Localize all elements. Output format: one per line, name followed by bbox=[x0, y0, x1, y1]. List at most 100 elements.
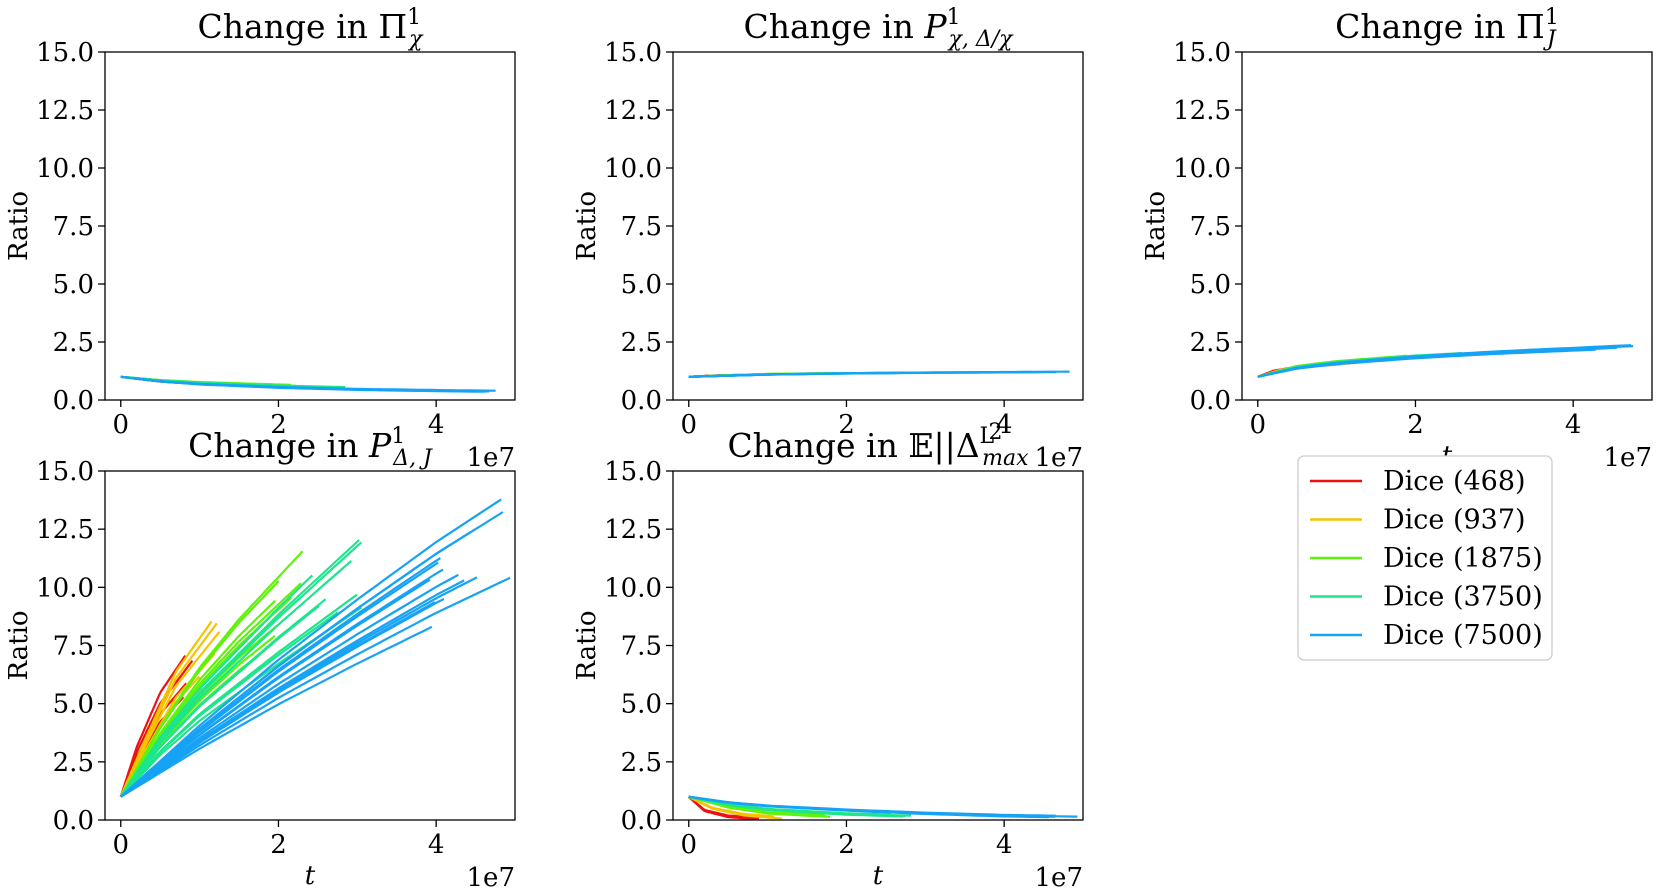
y-tick-label: 0.0 bbox=[621, 386, 662, 416]
series-line-dice-7500--3 bbox=[1257, 344, 1632, 378]
y-tick-label: 5.0 bbox=[621, 270, 662, 300]
series-line-dice-7500--13 bbox=[120, 498, 502, 798]
y-tick-label: 5.0 bbox=[1190, 270, 1231, 300]
x-multiplier: 1e7 bbox=[1035, 443, 1083, 473]
panel-5: 0.0 2.5 5.0 7.5 10.0 12.5 15.0 0 2 4 1e7 Ratio t Chan… bbox=[572, 420, 1084, 893]
series-line-dice-1875--3 bbox=[688, 795, 831, 818]
panel-title: Change in Π1 J bbox=[1335, 5, 1559, 52]
y-tick-label: 15.0 bbox=[36, 38, 94, 68]
series-line-dice-3750--5 bbox=[119, 560, 353, 798]
y-tick-label: 7.5 bbox=[1190, 212, 1231, 242]
x-tick-label: 4 bbox=[1565, 410, 1582, 440]
y-axis-label: Ratio bbox=[1141, 191, 1171, 261]
x-multiplier: 1e7 bbox=[1035, 863, 1083, 893]
series-line-dice-7500--5 bbox=[120, 579, 465, 798]
y-tick-label: 7.5 bbox=[53, 212, 94, 242]
x-tick-label: 4 bbox=[428, 830, 445, 860]
panel-title: Change in 𝔼||ΔL max2 bbox=[727, 420, 1029, 471]
y-tick-label: 2.5 bbox=[621, 748, 662, 778]
y-tick-label: 2.5 bbox=[1190, 328, 1231, 358]
x-axis-label: t bbox=[873, 861, 884, 891]
panel-title: Change in Π1 χ bbox=[198, 5, 425, 52]
legend: Dice (468) Dice (937) Dice (1875) Dice (375… bbox=[1297, 455, 1553, 661]
series-line-dice-468--3 bbox=[688, 795, 756, 820]
series-line-dice-1875--5 bbox=[119, 600, 276, 798]
axes-frame bbox=[104, 51, 516, 401]
series-group bbox=[688, 370, 1070, 378]
series-line-dice-7500--3 bbox=[688, 370, 1070, 378]
series-line-dice-7500--0 bbox=[120, 625, 433, 798]
panel-2: 0.0 2.5 5.0 7.5 10.0 12.5 15.0 0 2 4 1e7 Ratio Chang… bbox=[572, 5, 1084, 473]
panel-title: Change in P1 Δ, J bbox=[188, 424, 433, 471]
y-tick-label: 0.0 bbox=[621, 806, 662, 836]
y-tick-label: 12.5 bbox=[604, 515, 662, 545]
y-tick-label: 10.0 bbox=[36, 573, 94, 603]
series-line-dice-468--2 bbox=[119, 660, 194, 798]
x-tick-label: 0 bbox=[680, 830, 697, 860]
x-tick-label: 0 bbox=[112, 830, 129, 860]
y-axis-label: Ratio bbox=[4, 610, 34, 680]
y-tick-label: 15.0 bbox=[36, 457, 94, 487]
series-line-dice-7500--8 bbox=[120, 578, 431, 798]
series-group bbox=[120, 375, 496, 393]
panel-4: 0.0 2.5 5.0 7.5 10.0 12.5 15.0 0 2 4 1e7 Ratio t Chan… bbox=[4, 424, 516, 893]
y-tick-label: 5.0 bbox=[621, 690, 662, 720]
legend-label: Dice (468) bbox=[1383, 466, 1526, 497]
y-tick-label: 10.0 bbox=[1173, 154, 1231, 184]
series-line-dice-937--5 bbox=[119, 620, 213, 798]
legend-label: Dice (937) bbox=[1383, 505, 1526, 536]
series-line-dice-3750--7 bbox=[119, 539, 360, 798]
panel-3: 0.02.55.07.510.012.515.00241e7RatiotChan… bbox=[1141, 5, 1653, 473]
panel-title: Change in P1 χ, Δ/χ bbox=[743, 5, 1014, 52]
x-multiplier: 1e7 bbox=[467, 863, 515, 893]
y-axis-label: Ratio bbox=[572, 610, 602, 680]
series-group bbox=[119, 498, 511, 798]
series-line-dice-7500--3 bbox=[120, 375, 485, 393]
y-tick-label: 12.5 bbox=[1173, 96, 1231, 126]
legend-label: Dice (7500) bbox=[1383, 620, 1543, 651]
series-group bbox=[688, 795, 1078, 820]
series-line-dice-937--3 bbox=[688, 795, 782, 820]
y-tick-label: 0.0 bbox=[1190, 386, 1231, 416]
x-multiplier: 1e7 bbox=[1604, 443, 1652, 473]
series-line-dice-1875--7 bbox=[119, 550, 304, 798]
x-tick-label: 4 bbox=[996, 410, 1013, 440]
y-tick-label: 7.5 bbox=[621, 632, 662, 662]
series-line-dice-468--3 bbox=[119, 654, 187, 798]
series-line-dice-7500--1 bbox=[1257, 346, 1618, 378]
series-group bbox=[1257, 344, 1634, 378]
legend-box bbox=[1297, 455, 1553, 661]
x-tick-label: 4 bbox=[428, 410, 445, 440]
y-tick-label: 10.0 bbox=[604, 154, 662, 184]
y-tick-label: 2.5 bbox=[621, 328, 662, 358]
x-tick-label: 2 bbox=[270, 410, 287, 440]
x-axis-label: t bbox=[305, 861, 316, 891]
panel-1: 0.0 2.5 5.0 7.5 10.0 12.5 15.0 0 2 4 1e7 Ratio Chang… bbox=[4, 5, 516, 473]
x-multiplier: 1e7 bbox=[467, 443, 515, 473]
panels: 0.0 2.5 5.0 7.5 10.0 12.5 15.0 0 2 4 1e7 Ratio Chang… bbox=[4, 5, 1653, 893]
y-tick-label: 0.0 bbox=[53, 386, 94, 416]
x-tick-label: 4 bbox=[996, 830, 1013, 860]
x-tick-label: 0 bbox=[1249, 410, 1266, 440]
y-tick-label: 7.5 bbox=[53, 632, 94, 662]
series-line-dice-3750--3 bbox=[688, 795, 904, 818]
x-tick-label: 2 bbox=[270, 830, 287, 860]
axes-frame bbox=[672, 470, 1084, 821]
series-line-dice-7500--1 bbox=[120, 576, 511, 798]
y-axis-label: Ratio bbox=[4, 191, 34, 261]
y-tick-label: 15.0 bbox=[604, 457, 662, 487]
y-tick-label: 12.5 bbox=[36, 96, 94, 126]
series-line-dice-7500--6 bbox=[120, 573, 459, 798]
legend-label: Dice (3750) bbox=[1383, 582, 1543, 613]
y-tick-label: 10.0 bbox=[36, 154, 94, 184]
x-tick-label: 0 bbox=[680, 410, 697, 440]
series-line-dice-7500--0 bbox=[1257, 348, 1596, 378]
x-tick-label: 2 bbox=[838, 410, 855, 440]
y-tick-label: 15.0 bbox=[604, 38, 662, 68]
axes-frame bbox=[672, 51, 1084, 401]
x-tick-label: 0 bbox=[112, 410, 129, 440]
series-line-dice-3750--4 bbox=[119, 605, 320, 798]
series-line-dice-7500--3 bbox=[688, 795, 1049, 819]
y-tick-label: 7.5 bbox=[621, 212, 662, 242]
